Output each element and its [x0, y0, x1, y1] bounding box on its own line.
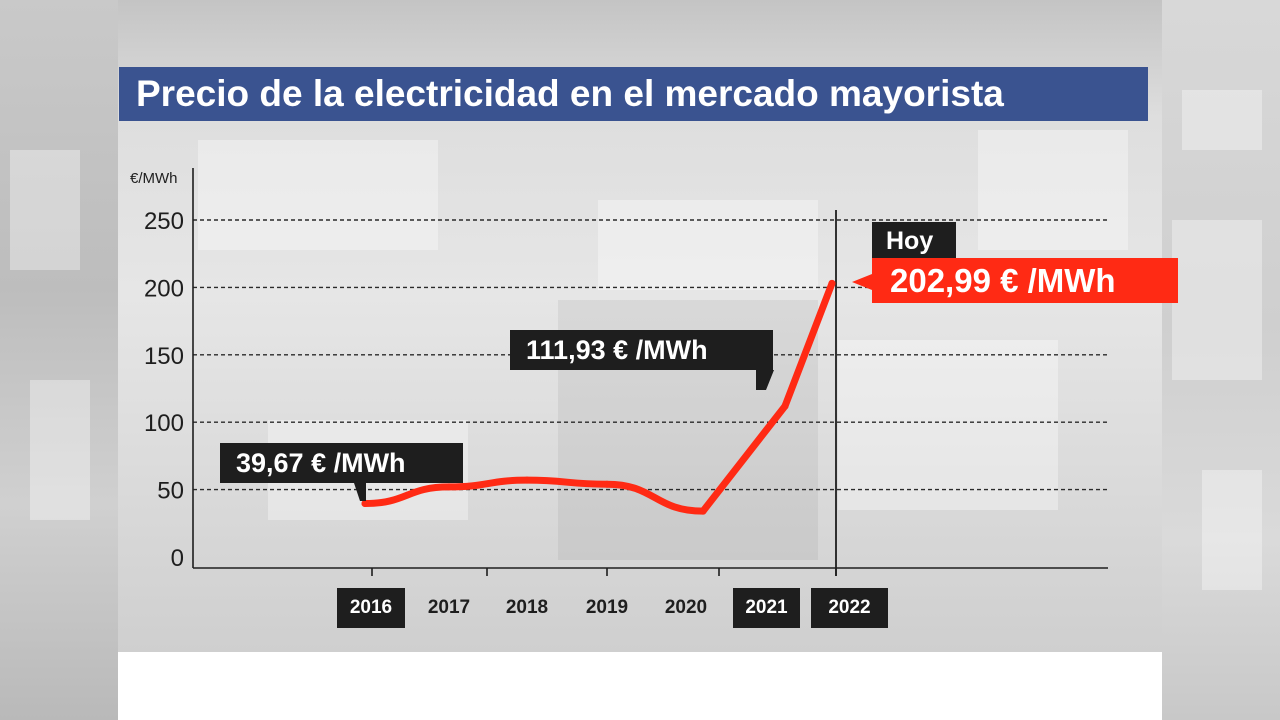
annotation-2021-text: 111,93 € /MWh — [526, 335, 708, 365]
x-tick-label-2018: 2018 — [505, 597, 549, 618]
data-point-2017 — [445, 483, 453, 491]
y-tick-label-150: 150 — [144, 343, 184, 370]
data-point-2018 — [523, 476, 531, 484]
hoy-label-text: Hoy — [886, 227, 934, 255]
x-tick-label-2019: 2019 — [585, 597, 629, 618]
data-point-2022 — [828, 279, 836, 287]
data-point-2019 — [603, 480, 611, 488]
bottom-bar — [118, 652, 1162, 720]
annotation-2022-pointer — [852, 274, 872, 290]
annotation-2022: 202,99 € /MWh — [852, 258, 1178, 303]
title-bar: Precio de la electricidad en el mercado … — [119, 67, 1148, 121]
annotation-2021-pointer — [756, 370, 774, 390]
y-tick-label-100: 100 — [144, 410, 184, 437]
data-point-2021 — [781, 402, 789, 410]
chart-title: Precio de la electricidad en el mercado … — [136, 73, 1004, 114]
background-left — [0, 0, 118, 720]
y-axis-unit-label: €/MWh — [130, 170, 178, 187]
annotation-2016-pointer — [354, 483, 366, 501]
x-tick-label-2022: 2022 — [811, 588, 888, 628]
annotation-2016-text: 39,67 € /MWh — [236, 448, 406, 478]
y-tick-label-250: 250 — [144, 208, 184, 235]
x-tick-label-2021: 2021 — [733, 588, 800, 628]
hoy-label: Hoy — [872, 222, 956, 260]
x-tick-label-2020: 2020 — [664, 597, 708, 618]
background-right — [1162, 0, 1280, 720]
y-tick-label-0: 0 — [171, 545, 184, 572]
y-tick-label-200: 200 — [144, 275, 184, 302]
x-tick-label-2017: 2017 — [427, 597, 471, 618]
annotation-2016: 39,67 € /MWh — [220, 443, 463, 501]
data-point-2016 — [361, 500, 369, 508]
annotation-2022-text: 202,99 € /MWh — [890, 262, 1116, 299]
y-tick-label-50: 50 — [157, 478, 184, 505]
data-point-2020 — [699, 507, 707, 515]
annotation-2021: 111,93 € /MWh — [510, 330, 774, 390]
series-line — [361, 279, 836, 515]
x-tick-label-2016: 2016 — [337, 588, 405, 628]
